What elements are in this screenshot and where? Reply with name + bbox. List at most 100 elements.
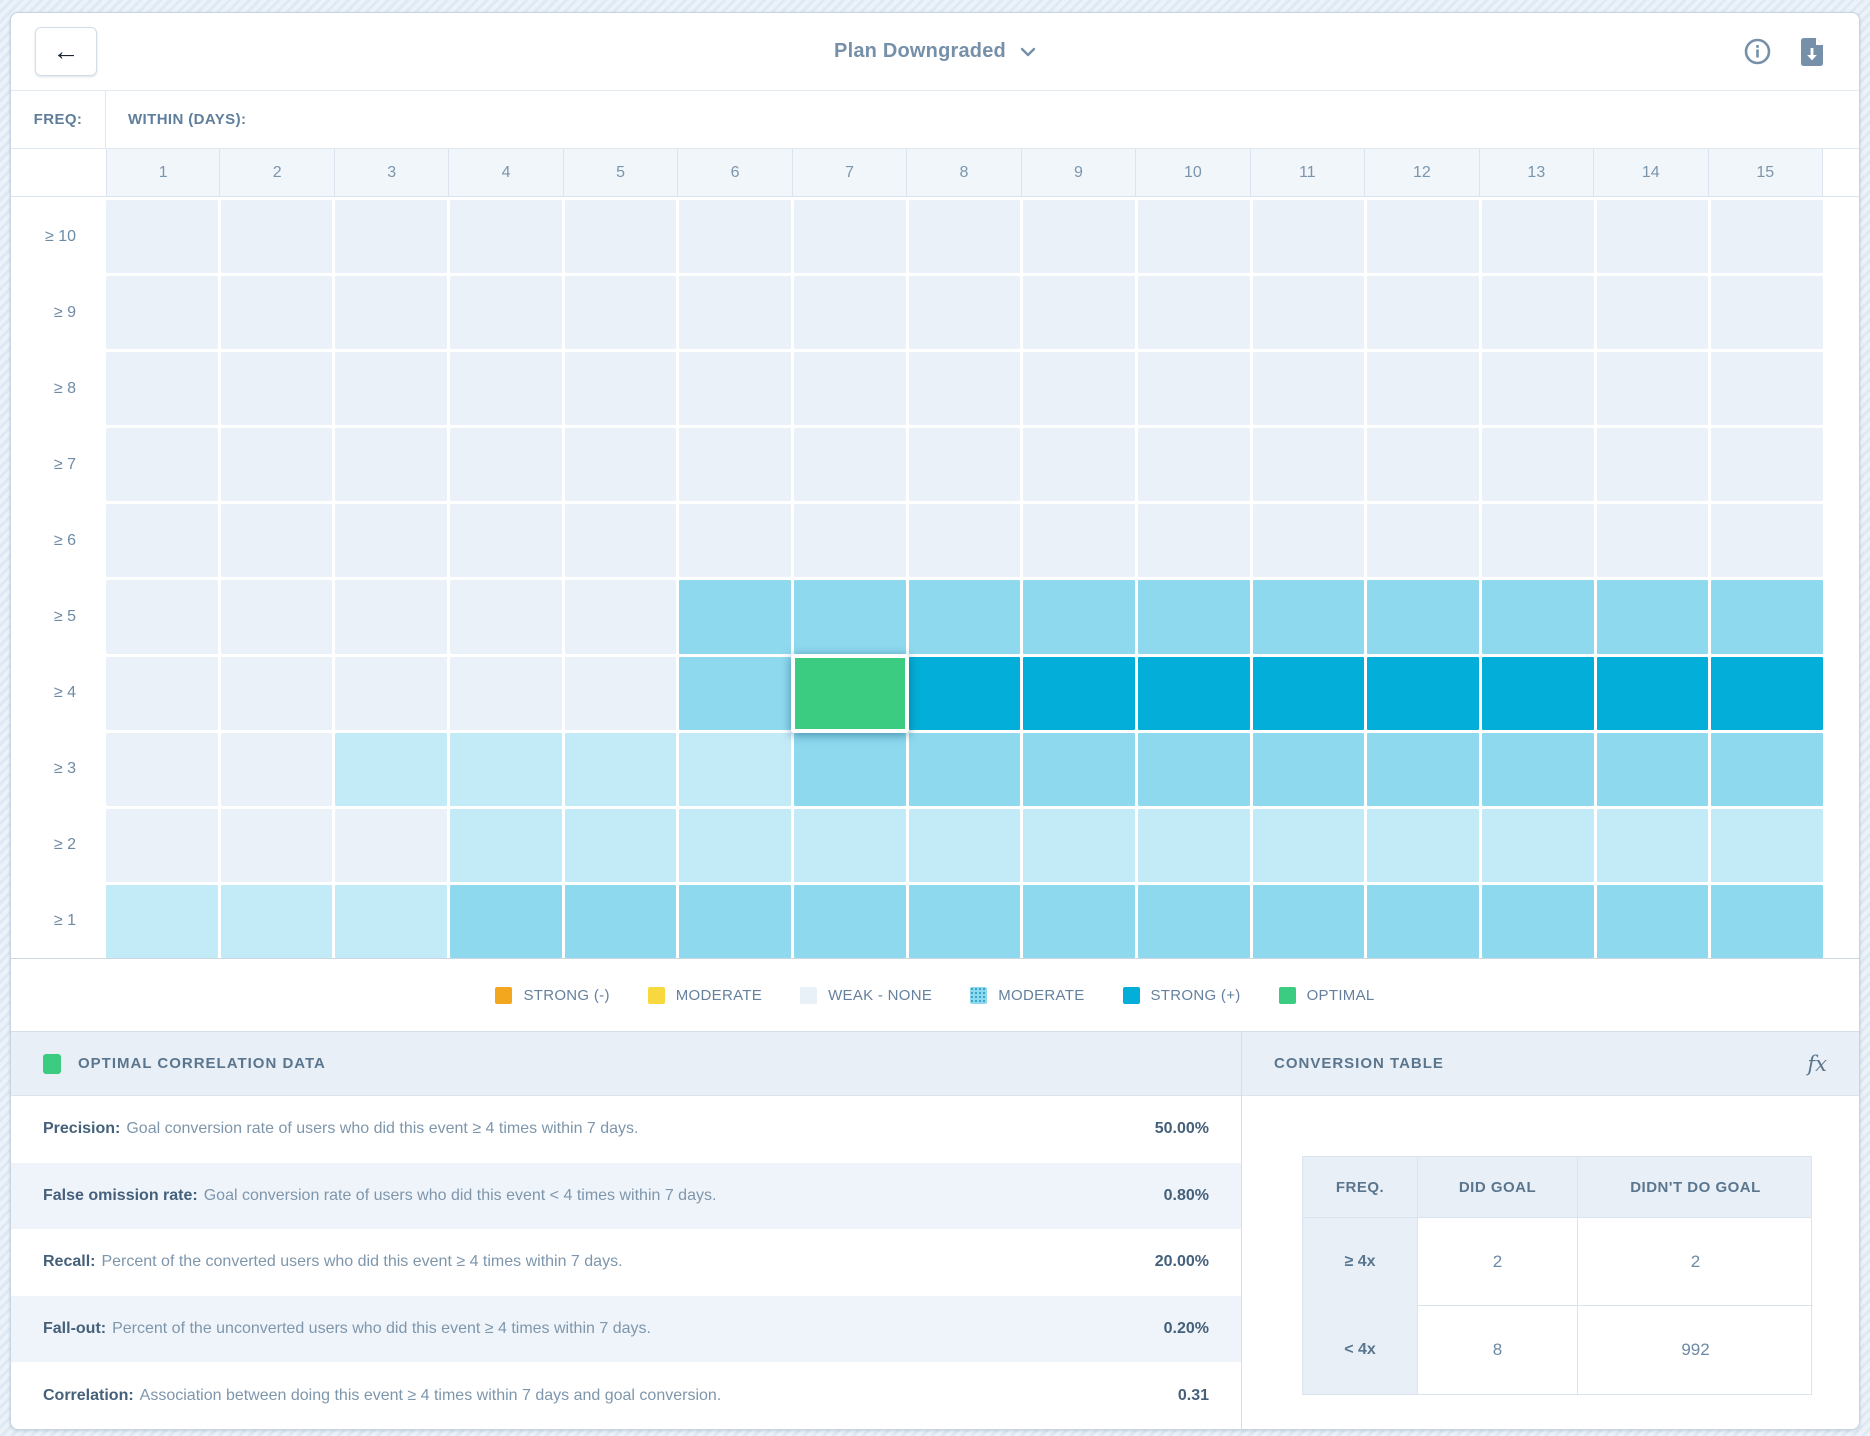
heatmap-cell[interactable] xyxy=(908,808,1021,882)
heatmap-cell[interactable] xyxy=(1481,656,1594,730)
heatmap-cell[interactable] xyxy=(1481,884,1594,958)
heatmap-cell[interactable] xyxy=(1367,504,1479,578)
heatmap-cell[interactable] xyxy=(1596,352,1709,426)
heatmap-cell[interactable] xyxy=(1252,884,1365,958)
heatmap-cell[interactable] xyxy=(449,656,562,730)
heatmap-cell[interactable] xyxy=(1023,428,1135,502)
heatmap-cell[interactable] xyxy=(1252,276,1365,350)
heatmap-cell[interactable] xyxy=(564,428,677,502)
heatmap-cell[interactable] xyxy=(1711,428,1823,502)
heatmap-cell[interactable] xyxy=(106,732,218,806)
heatmap-cell[interactable] xyxy=(1596,428,1709,502)
heatmap-cell[interactable] xyxy=(106,504,218,578)
heatmap-cell[interactable] xyxy=(449,884,562,958)
heatmap-cell[interactable] xyxy=(908,428,1021,502)
heatmap-cell[interactable] xyxy=(793,352,906,426)
heatmap-cell[interactable] xyxy=(1711,732,1823,806)
heatmap-cell[interactable] xyxy=(106,580,218,654)
heatmap-cell[interactable] xyxy=(1023,276,1135,350)
heatmap-cell[interactable] xyxy=(564,808,677,882)
heatmap-cell[interactable] xyxy=(220,200,333,274)
heatmap-cell[interactable] xyxy=(1252,352,1365,426)
heatmap-cell[interactable] xyxy=(1481,276,1594,350)
heatmap-cell[interactable] xyxy=(908,580,1021,654)
heatmap-cell[interactable] xyxy=(335,732,447,806)
heatmap-cell[interactable] xyxy=(1137,200,1250,274)
heatmap-cell[interactable] xyxy=(335,808,447,882)
heatmap-cell[interactable] xyxy=(1252,580,1365,654)
heatmap-cell[interactable] xyxy=(106,428,218,502)
heatmap-cell[interactable] xyxy=(1711,808,1823,882)
heatmap-cell[interactable] xyxy=(106,200,218,274)
back-button[interactable]: ← xyxy=(35,27,97,76)
heatmap-cell[interactable] xyxy=(220,732,333,806)
heatmap-cell[interactable] xyxy=(1596,732,1709,806)
heatmap-cell[interactable] xyxy=(335,580,447,654)
heatmap-cell[interactable] xyxy=(1711,656,1823,730)
heatmap-cell[interactable] xyxy=(908,276,1021,350)
heatmap-cell[interactable] xyxy=(679,504,791,578)
heatmap-cell[interactable] xyxy=(793,884,906,958)
heatmap-cell[interactable] xyxy=(793,276,906,350)
heatmap-cell[interactable] xyxy=(1252,200,1365,274)
heatmap-cell[interactable] xyxy=(1596,884,1709,958)
heatmap-cell[interactable] xyxy=(335,504,447,578)
heatmap-cell[interactable] xyxy=(1137,580,1250,654)
heatmap-cell[interactable] xyxy=(449,352,562,426)
heatmap-cell[interactable] xyxy=(449,504,562,578)
heatmap-cell[interactable] xyxy=(335,656,447,730)
heatmap-cell[interactable] xyxy=(220,656,333,730)
heatmap-cell[interactable] xyxy=(1367,200,1479,274)
heatmap-cell[interactable] xyxy=(1711,504,1823,578)
heatmap-cell[interactable] xyxy=(1137,808,1250,882)
heatmap-cell[interactable] xyxy=(1137,884,1250,958)
heatmap-cell[interactable] xyxy=(1596,656,1709,730)
heatmap-cell[interactable] xyxy=(564,732,677,806)
heatmap-cell[interactable] xyxy=(908,200,1021,274)
heatmap-cell[interactable] xyxy=(449,200,562,274)
heatmap-cell[interactable] xyxy=(1711,200,1823,274)
heatmap-cell[interactable] xyxy=(908,732,1021,806)
heatmap-cell[interactable] xyxy=(449,808,562,882)
heatmap-cell[interactable] xyxy=(220,276,333,350)
heatmap-cell[interactable] xyxy=(564,656,677,730)
info-icon[interactable] xyxy=(1744,38,1771,65)
heatmap-cell[interactable] xyxy=(220,352,333,426)
heatmap-cell[interactable] xyxy=(1481,504,1594,578)
heatmap-cell[interactable] xyxy=(908,656,1021,730)
heatmap-cell[interactable] xyxy=(793,428,906,502)
heatmap-cell[interactable] xyxy=(220,580,333,654)
heatmap-cell[interactable] xyxy=(793,732,906,806)
heatmap-cell[interactable] xyxy=(1367,428,1479,502)
heatmap-cell[interactable] xyxy=(1367,580,1479,654)
heatmap-cell[interactable] xyxy=(1367,808,1479,882)
heatmap-cell[interactable] xyxy=(679,732,791,806)
heatmap-cell[interactable] xyxy=(564,504,677,578)
heatmap-cell[interactable] xyxy=(1137,504,1250,578)
heatmap-cell[interactable] xyxy=(908,352,1021,426)
heatmap-cell[interactable] xyxy=(1252,428,1365,502)
heatmap-cell[interactable] xyxy=(679,276,791,350)
heatmap-cell[interactable] xyxy=(1367,656,1479,730)
heatmap-cell[interactable] xyxy=(220,808,333,882)
heatmap-cell[interactable] xyxy=(1023,884,1135,958)
heatmap-cell[interactable] xyxy=(564,580,677,654)
heatmap-cell[interactable] xyxy=(793,504,906,578)
heatmap-cell[interactable] xyxy=(1481,580,1594,654)
heatmap-cell[interactable] xyxy=(449,276,562,350)
heatmap-cell[interactable] xyxy=(908,504,1021,578)
heatmap-cell[interactable] xyxy=(335,884,447,958)
heatmap-cell[interactable] xyxy=(220,428,333,502)
heatmap-cell[interactable] xyxy=(1252,504,1365,578)
heatmap-cell[interactable] xyxy=(1023,580,1135,654)
heatmap-cell[interactable] xyxy=(679,200,791,274)
heatmap-cell[interactable] xyxy=(793,808,906,882)
heatmap-cell[interactable] xyxy=(220,884,333,958)
heatmap-cell[interactable] xyxy=(1023,732,1135,806)
heatmap-cell[interactable] xyxy=(1711,884,1823,958)
heatmap-cell[interactable] xyxy=(335,200,447,274)
heatmap-cell[interactable] xyxy=(1367,884,1479,958)
heatmap-cell[interactable] xyxy=(449,732,562,806)
heatmap-cell[interactable] xyxy=(1711,276,1823,350)
heatmap-cell[interactable] xyxy=(1596,504,1709,578)
